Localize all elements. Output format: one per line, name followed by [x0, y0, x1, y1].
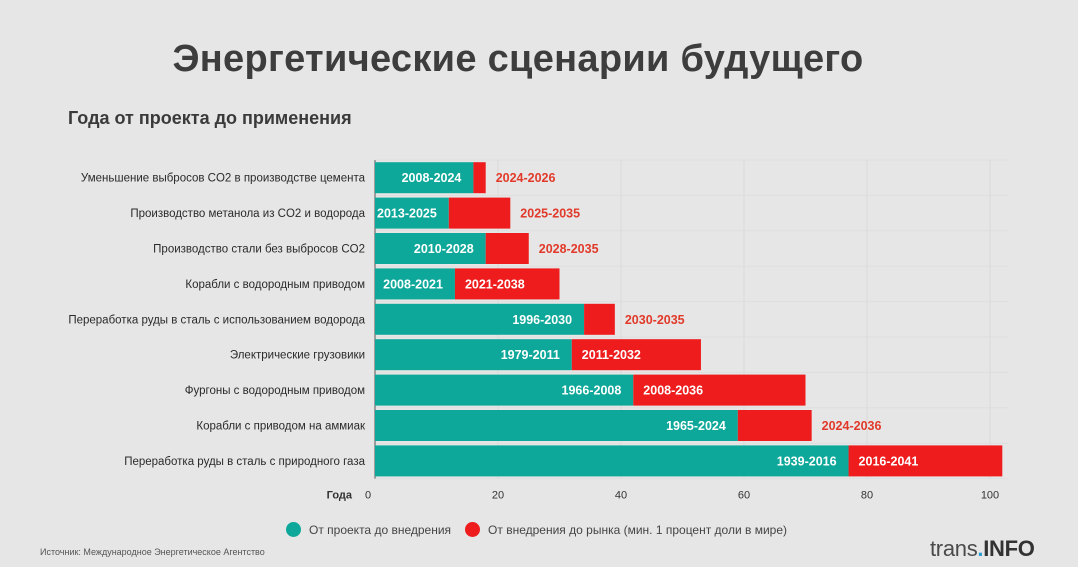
trans-info-logo: trans.INFO	[930, 536, 1035, 562]
data-label-market: 2030-2035	[625, 313, 685, 327]
data-label-design: 1939-2016	[777, 454, 837, 468]
legend-dot-red	[465, 522, 481, 537]
bar-market-phase	[473, 162, 486, 194]
data-label-design: 1979-2011	[501, 348, 560, 362]
bar-market-phase	[633, 374, 806, 406]
source-note: Источник: Международное Энергетическое А…	[40, 547, 265, 557]
data-label-design: 1966-2008	[562, 384, 622, 398]
data-label-market: 2025-2035	[520, 207, 580, 221]
bar-design-phase	[375, 197, 449, 229]
data-label-design: 1965-2024	[666, 419, 726, 433]
data-label-market: 2024-2026	[496, 171, 556, 185]
chart-subtitle: Года от проекта до применения	[68, 108, 352, 128]
x-tick-label: 20	[492, 490, 504, 502]
x-tick-label: 0	[365, 490, 371, 502]
bar-design-phase	[375, 162, 474, 194]
data-label-design: 2013-2025	[377, 207, 437, 221]
legend-label-market: От внедрения до рынка (мин. 1 процент до…	[488, 522, 788, 537]
category-label: Корабли с приводом на аммиак	[196, 421, 366, 433]
logo-text-info: INFO	[983, 536, 1035, 561]
bar-design-phase	[375, 374, 634, 406]
x-tick-label: 100	[981, 490, 999, 502]
data-label-market: 2016-2041	[859, 454, 919, 468]
bar-market-phase	[848, 445, 1003, 477]
category-label: Переработка руды в сталь с использование…	[68, 314, 365, 326]
legend: От проекта до внедрения От внедрения до …	[286, 522, 801, 537]
legend-dot-teal	[286, 522, 301, 537]
category-label: Переработка руды в сталь с природного га…	[124, 456, 365, 468]
bar-design-phase	[375, 233, 486, 264]
category-label: Уменьшение выбросов CO2 в производстве ц…	[81, 173, 366, 185]
logo-dot: .	[977, 536, 984, 561]
bar-market-phase	[448, 197, 511, 229]
chart-title: Энергетические сценарии будущего	[172, 38, 864, 80]
category-label: Электрические грузовики	[230, 350, 365, 362]
bar-design-phase	[375, 410, 738, 441]
bar-market-phase	[737, 410, 812, 441]
category-label: Производство стали без выбросов CO2	[153, 244, 365, 256]
data-label-design: 1996-2030	[512, 313, 572, 327]
bar-design-phase	[375, 268, 455, 300]
data-label-market: 2011-2032	[582, 348, 641, 362]
bar-market-phase	[584, 303, 615, 335]
legend-item-design: От проекта до внедрения	[286, 522, 451, 537]
category-label: Производство метанола из CO2 и водорода	[130, 208, 365, 220]
x-tick-label: 60	[738, 490, 750, 502]
legend-label-design: От проекта до внедрения	[309, 522, 452, 537]
data-label-market: 2008-2036	[643, 384, 703, 398]
x-tick-label: 40	[615, 490, 627, 502]
data-label-design: 2008-2021	[383, 277, 443, 291]
data-label-market: 2021-2038	[465, 277, 525, 291]
bar-market-phase	[571, 339, 701, 371]
category-label: Корабли с водородным приводом	[185, 279, 365, 291]
category-label: Фургоны с водородным приводом	[185, 385, 365, 397]
bar-design-phase	[375, 303, 585, 335]
data-label-design: 2010-2028	[414, 242, 474, 256]
data-label-market: 2024-2036	[822, 419, 882, 433]
logo-text-trans: trans	[930, 536, 978, 561]
bar-design-phase	[375, 339, 572, 371]
bar-market-phase	[454, 268, 560, 300]
x-axis-label: Года	[327, 490, 353, 502]
bar-design-phase	[375, 445, 849, 477]
legend-item-market: От внедрения до рынка (мин. 1 процент до…	[465, 522, 787, 537]
data-label-market: 2028-2035	[539, 242, 599, 256]
x-tick-label: 80	[861, 490, 873, 502]
data-label-design: 2008-2024	[402, 171, 462, 185]
bar-market-phase	[485, 233, 529, 264]
